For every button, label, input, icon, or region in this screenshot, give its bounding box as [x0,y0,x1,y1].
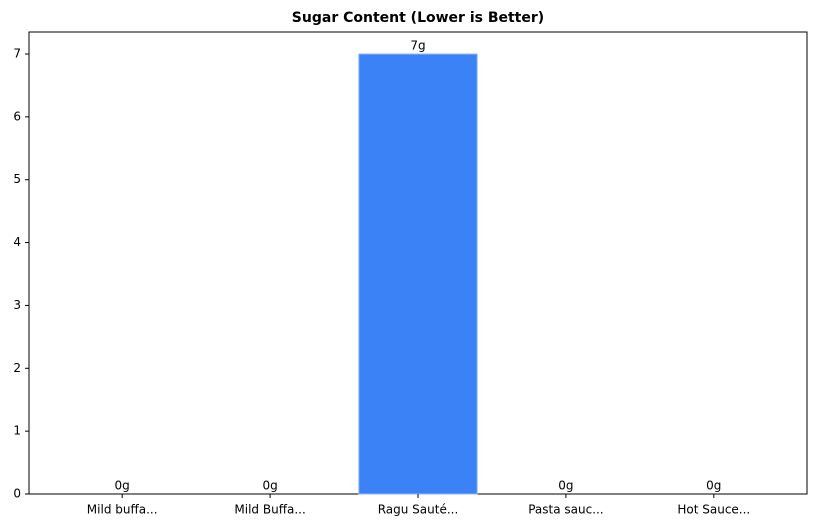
x-tick-label: Mild buffa... [87,503,158,517]
x-tick-label: Mild Buffa... [234,503,305,517]
value-label: 0g [706,479,721,493]
y-tick-label: 5 [13,172,21,186]
y-tick-label: 3 [13,298,21,312]
value-label: 0g [262,479,277,493]
value-label: 0g [558,479,573,493]
x-tick-label: Hot Sauce... [677,503,750,517]
bar [358,53,478,495]
y-tick-label: 2 [13,361,21,375]
chart-title: Sugar Content (Lower is Better) [292,10,544,26]
y-tick-label: 4 [13,235,21,249]
value-label: 7g [410,39,425,53]
y-tick-label: 7 [13,47,21,61]
value-label: 0g [115,479,130,493]
x-tick-label: Pasta sauc... [528,503,603,517]
y-tick-label: 1 [13,424,21,438]
x-tick-label: Ragu Sauté... [378,503,459,517]
y-tick-label: 0 [13,487,21,501]
y-tick-label: 6 [13,109,21,123]
